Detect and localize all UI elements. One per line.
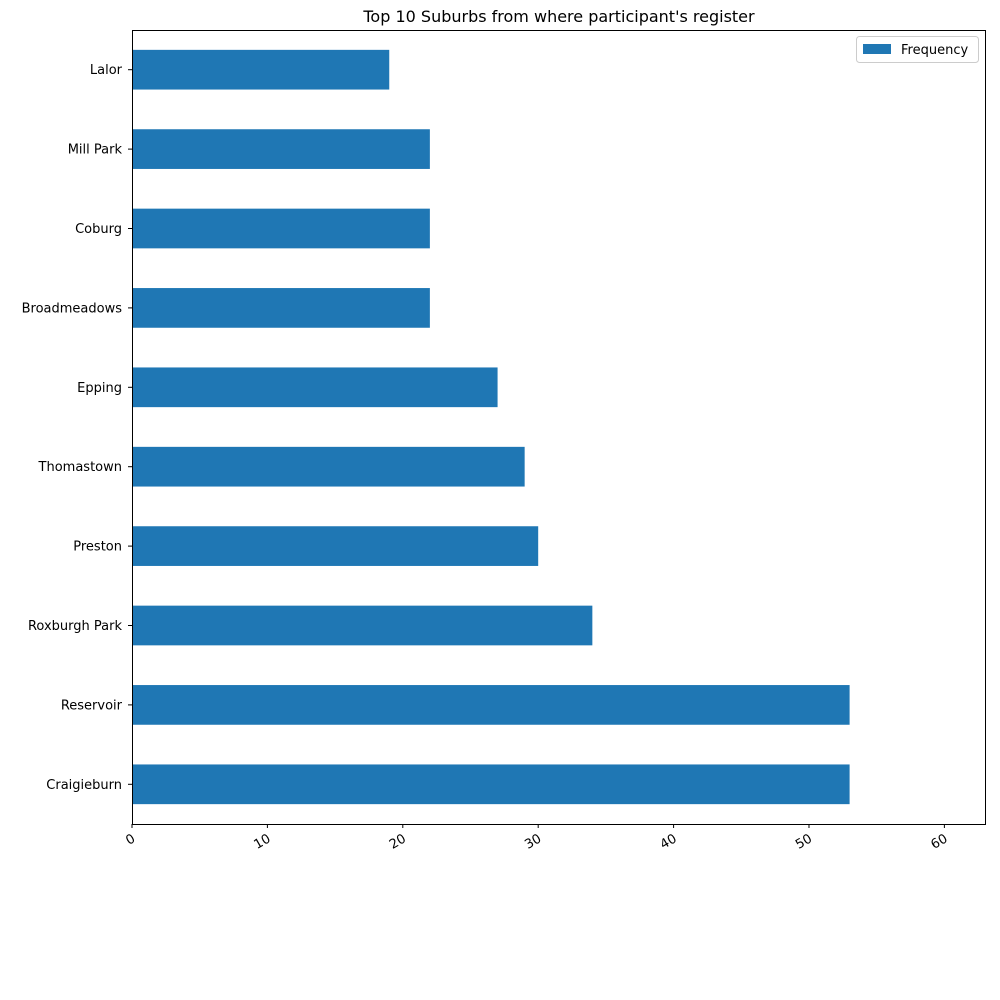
x-tick-label: 30 xyxy=(522,831,544,852)
x-tick-label: 50 xyxy=(793,831,815,852)
bar-thomastown xyxy=(132,446,525,487)
bar-broadmeadows xyxy=(132,288,430,328)
plot-area-frame xyxy=(132,30,986,825)
x-tick-label: 10 xyxy=(252,831,274,852)
y-tick-label: Roxburgh Park xyxy=(28,619,122,634)
y-tick-label: Epping xyxy=(77,381,122,396)
y-tick-label: Mill Park xyxy=(68,143,123,158)
legend-box xyxy=(856,36,979,63)
y-axis-ticks: Craigieburn Reservoir Roxburgh Park Preston… xyxy=(22,63,132,793)
y-tick-label: Coburg xyxy=(75,222,122,237)
bar-mill-park xyxy=(132,129,430,169)
chart-title: Top 10 Suburbs from where participant's … xyxy=(362,7,755,26)
y-tick-label: Reservoir xyxy=(61,698,123,713)
y-tick-label: Thomastown xyxy=(38,460,122,475)
legend-swatch xyxy=(863,44,891,54)
y-tick-label: Broadmeadows xyxy=(22,301,123,316)
y-tick-label: Craigieburn xyxy=(46,778,122,793)
legend-label: Frequency xyxy=(901,43,968,58)
legend[interactable]: Frequency xyxy=(856,36,979,63)
bar-epping xyxy=(132,367,498,408)
x-axis-ticks: 0 10 20 30 40 50 60 xyxy=(123,824,950,853)
bar-lalor xyxy=(132,49,390,90)
bar-coburg xyxy=(132,208,430,249)
y-tick-label: Lalor xyxy=(90,63,123,78)
x-tick-label: 20 xyxy=(387,831,409,852)
bar-roxburgh-park xyxy=(132,605,593,646)
y-tick-label: Preston xyxy=(73,540,122,555)
bar-preston xyxy=(132,526,539,566)
bar-craigieburn xyxy=(132,764,850,805)
x-tick-label: 40 xyxy=(658,831,680,852)
bar-reservoir xyxy=(132,685,850,725)
x-tick-label: 60 xyxy=(929,831,951,852)
bars-group xyxy=(132,49,850,805)
